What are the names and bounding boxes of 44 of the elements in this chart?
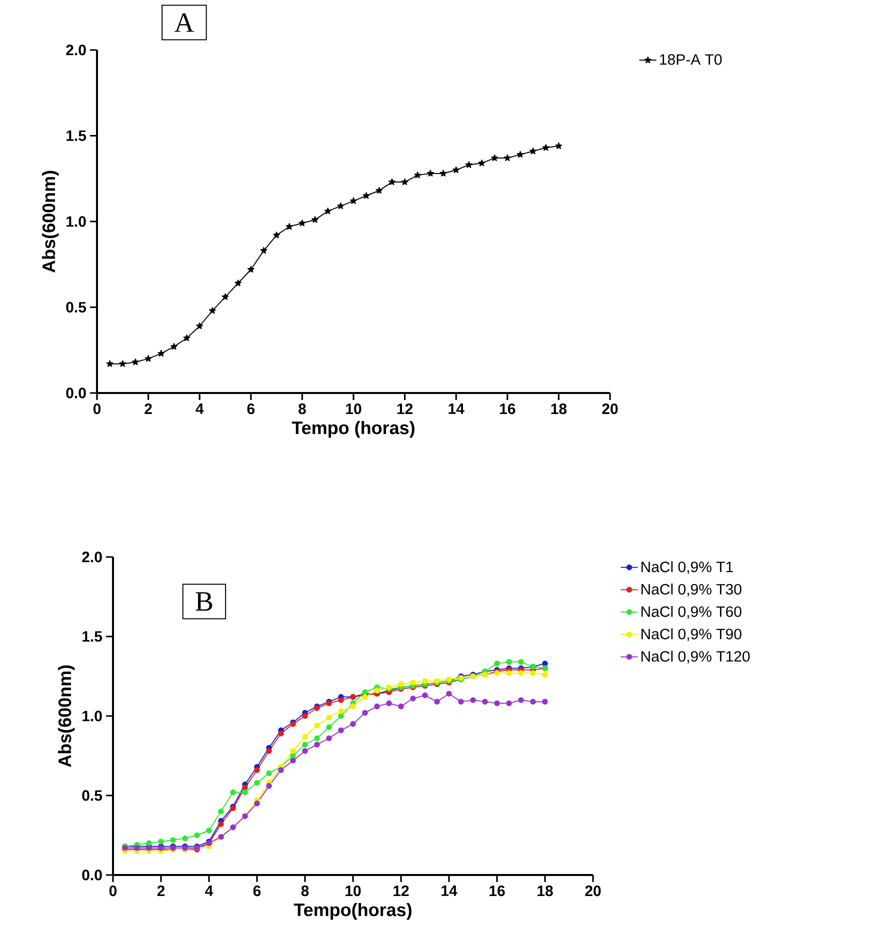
legend-label: NaCl 0,9% T30 (642, 584, 742, 596)
x-tick-label: 8 (298, 404, 306, 414)
x-axis-title: Tempo(horas) (294, 903, 412, 920)
legend-label: NaCl 0,9% T1 (642, 561, 733, 574)
legend-label: NaCl 0,9% T120 (642, 650, 750, 664)
y-tick-label: 2.0 (82, 552, 102, 562)
x-tick-label: 8 (301, 886, 309, 896)
y-tick-label: 0.0 (66, 388, 86, 398)
x-tick-label: 10 (346, 404, 362, 414)
x-tick-label: 6 (247, 404, 255, 414)
x-tick-label: 16 (490, 886, 505, 896)
x-tick-label: 0 (93, 404, 101, 414)
x-tick-label: 20 (602, 404, 618, 414)
x-tick-label: 2 (144, 404, 152, 414)
text: A (174, 13, 194, 32)
x-tick-label: 16 (500, 404, 516, 414)
x-tick-label: 2 (157, 886, 165, 896)
legend-label: NaCl 0,9% T90 (642, 628, 742, 642)
x-tick-label: 6 (253, 886, 261, 896)
y-axis-title: Abs(600nm) (58, 665, 75, 768)
y-tick-label: 0.5 (66, 302, 86, 313)
y-tick-label: 2.0 (66, 44, 86, 56)
x-tick-label: 20 (585, 886, 601, 896)
x-tick-label: 12 (397, 404, 413, 414)
y-tick-label: 1.0 (82, 710, 102, 722)
y-tick-label: 1.0 (66, 216, 86, 227)
y-tick-label: 0.0 (82, 870, 102, 880)
y-tick-label: 1.5 (82, 631, 102, 642)
legend-label: NaCl 0,9% T60 (642, 606, 742, 619)
annotation: B (196, 592, 212, 611)
y-tick-label: 0.5 (82, 790, 102, 801)
y-axis-title: Abs(600nm) (42, 170, 59, 273)
x-tick-label: 14 (448, 404, 464, 414)
x-tick-label: 0 (109, 886, 117, 896)
x-tick-label: 18 (551, 404, 567, 414)
x-tick-label: 4 (196, 404, 204, 414)
x-tick-label: 12 (394, 886, 409, 896)
x-tick-label: 18 (538, 886, 553, 896)
x-tick-label: 4 (205, 886, 214, 896)
x-tick-label: 14 (442, 886, 458, 896)
x-tick-label: 10 (346, 886, 361, 896)
legend-label: 18P-A T0 (660, 54, 722, 65)
y-tick-label: 1.5 (66, 130, 86, 141)
x-axis-title: Tempo (horas) (292, 421, 414, 438)
